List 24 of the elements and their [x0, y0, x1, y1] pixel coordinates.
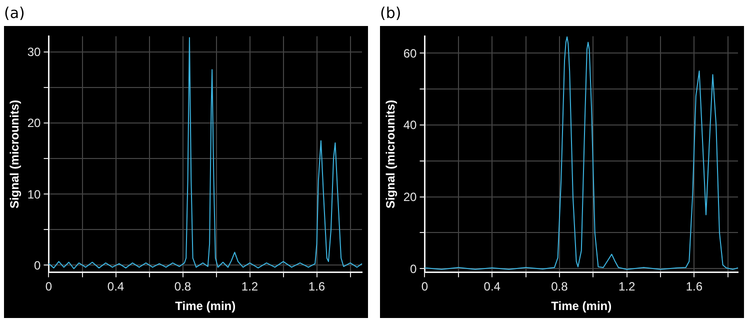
x-tick-label: 1.2 [618, 280, 636, 294]
y-tick-label: 20 [27, 116, 42, 130]
x-tick-label: 1.6 [686, 280, 703, 294]
y-tick-label: 60 [403, 46, 418, 60]
x-tick-label: 0.8 [174, 280, 192, 294]
y-tick-label: 40 [403, 118, 418, 132]
chart-title: (b) [380, 3, 402, 24]
y-tick-label: 30 [27, 45, 42, 60]
y-tick-label: 10 [27, 187, 42, 202]
x-tick-label: 0.4 [484, 280, 501, 294]
x-axis-title: Time (min) [175, 299, 236, 314]
x-tick-label: 0 [421, 280, 428, 294]
y-tick-label: 0 [34, 258, 42, 272]
x-tick-label: 0.8 [551, 280, 568, 294]
y-axis-title: Signal (microunits) [384, 100, 398, 209]
x-tick-label: 1.6 [308, 280, 326, 294]
y-tick-label: 0 [410, 262, 418, 276]
x-tick-label: 0.4 [107, 280, 124, 294]
x-tick-label: 1.2 [241, 280, 258, 294]
x-axis-title: Time (min) [551, 299, 612, 314]
chart-title: (a) [4, 3, 26, 24]
x-tick-label: 0 [45, 280, 52, 294]
y-axis-title: Signal (microunits) [8, 100, 22, 209]
y-tick-label: 20 [403, 190, 418, 204]
